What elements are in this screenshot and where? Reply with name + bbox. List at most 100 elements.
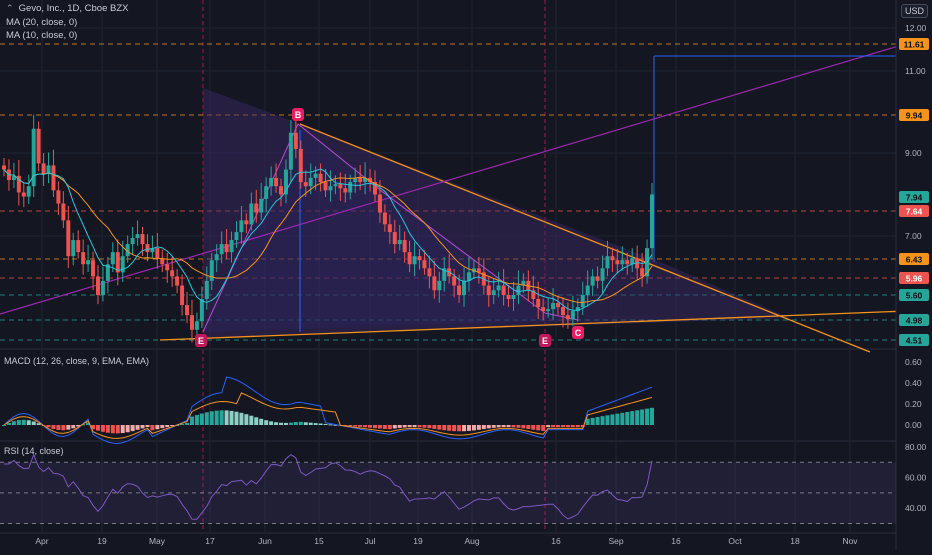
macd-histogram-bar — [590, 417, 595, 425]
macd-histogram-bar — [209, 411, 214, 425]
candle — [372, 182, 377, 195]
ma10-legend[interactable]: MA (10, close, 0) — [6, 30, 77, 41]
macd-histogram-bar — [76, 425, 81, 427]
ma20-legend[interactable]: MA (20, close, 0) — [6, 17, 77, 28]
candle — [387, 224, 392, 233]
macd-histogram-bar — [333, 424, 338, 426]
macd-histogram-bar — [140, 425, 145, 429]
macd-histogram-bar — [160, 425, 165, 429]
candle — [298, 148, 303, 183]
macd-histogram-bar — [437, 425, 442, 430]
macd-histogram-bar — [318, 423, 323, 425]
macd-histogram-bar — [635, 410, 640, 425]
candle — [130, 238, 135, 245]
macd-histogram-bar — [521, 425, 526, 429]
candle — [254, 203, 259, 213]
macd-histogram-bar — [397, 425, 402, 428]
candle — [531, 290, 536, 300]
candle — [397, 240, 402, 245]
macd-histogram-bar — [650, 407, 654, 425]
macd-histogram-bar — [180, 423, 185, 425]
price-label: 4.98 — [906, 316, 923, 326]
candle — [95, 276, 100, 295]
time-tick-label: 17 — [205, 536, 215, 546]
candle — [189, 315, 194, 330]
candle — [56, 190, 61, 204]
candle — [91, 260, 96, 277]
candle — [279, 186, 284, 195]
macd-histogram-bar — [363, 425, 368, 428]
macd-histogram-bar — [91, 425, 96, 430]
macd-histogram-bar — [51, 425, 56, 429]
macd-histogram-bar — [432, 425, 437, 429]
macd-histogram-bar — [71, 425, 76, 429]
macd-histogram-bar — [486, 425, 491, 429]
candle — [486, 285, 491, 295]
price-label-bg — [899, 191, 929, 203]
candle — [600, 268, 605, 281]
candle — [358, 177, 363, 183]
candle — [26, 186, 31, 197]
candle — [283, 169, 288, 195]
candle — [422, 260, 427, 269]
rsi-legend[interactable]: RSI (14, close) — [4, 446, 64, 456]
candle — [274, 177, 279, 187]
candle — [635, 258, 640, 269]
price-label-bg — [899, 334, 929, 346]
macd-histogram-bar — [234, 411, 239, 425]
candle — [546, 309, 551, 312]
candle — [437, 280, 442, 291]
macd-histogram-bar — [36, 423, 41, 425]
macd-histogram-bar — [372, 425, 377, 429]
candle — [640, 268, 645, 277]
candle — [51, 165, 56, 191]
macd-histogram-bar — [491, 425, 496, 428]
macd-histogram-bar — [199, 413, 204, 425]
macd-histogram-bar — [368, 425, 373, 428]
currency-badge[interactable]: USD — [900, 4, 928, 18]
candle — [71, 240, 76, 257]
candle — [318, 173, 323, 183]
time-tick-label: May — [149, 536, 166, 546]
macd-histogram-bar — [145, 425, 150, 428]
price-label: 5.60 — [906, 291, 923, 301]
signal-line — [3, 392, 653, 439]
candle — [610, 256, 615, 261]
macd-histogram-bar — [328, 424, 333, 426]
price-label-bg — [899, 289, 929, 301]
price-tick-label: 12.00 — [905, 23, 927, 33]
macd-histogram-bar — [615, 413, 620, 425]
candle — [506, 295, 511, 300]
candle — [313, 173, 318, 178]
candle — [204, 280, 209, 300]
ma10-line — [3, 168, 653, 311]
macd-histogram-bar — [645, 408, 650, 425]
macd-histogram-bar — [224, 410, 229, 425]
candle — [466, 272, 471, 281]
candle — [363, 177, 368, 183]
collapse-icon[interactable]: ⌃ — [6, 3, 14, 13]
macd-histogram-bar — [353, 425, 358, 427]
price-label: 9.94 — [906, 111, 923, 121]
macd-histogram-bar — [274, 422, 279, 425]
candle — [496, 285, 501, 291]
macd-histogram-bar — [130, 425, 135, 432]
candle — [224, 244, 229, 253]
macd-histogram-bar — [570, 425, 575, 428]
candle — [382, 212, 387, 225]
pattern-label-b: B — [295, 110, 302, 120]
macd-histogram-bar — [26, 420, 31, 425]
candle — [110, 252, 115, 265]
macd-histogram-bar — [462, 425, 467, 432]
macd-histogram-bar — [219, 410, 224, 425]
macd-histogram-bar — [422, 425, 427, 428]
macd-histogram-bar — [536, 425, 541, 431]
macd-histogram-bar — [506, 425, 511, 428]
macd-histogram-bar — [81, 424, 86, 426]
candle — [377, 194, 382, 213]
macd-legend[interactable]: MACD (12, 26, close, 9, EMA, EMA) — [4, 356, 150, 366]
candle — [585, 285, 590, 295]
candle — [432, 276, 437, 291]
macd-histogram-bar — [170, 425, 175, 427]
